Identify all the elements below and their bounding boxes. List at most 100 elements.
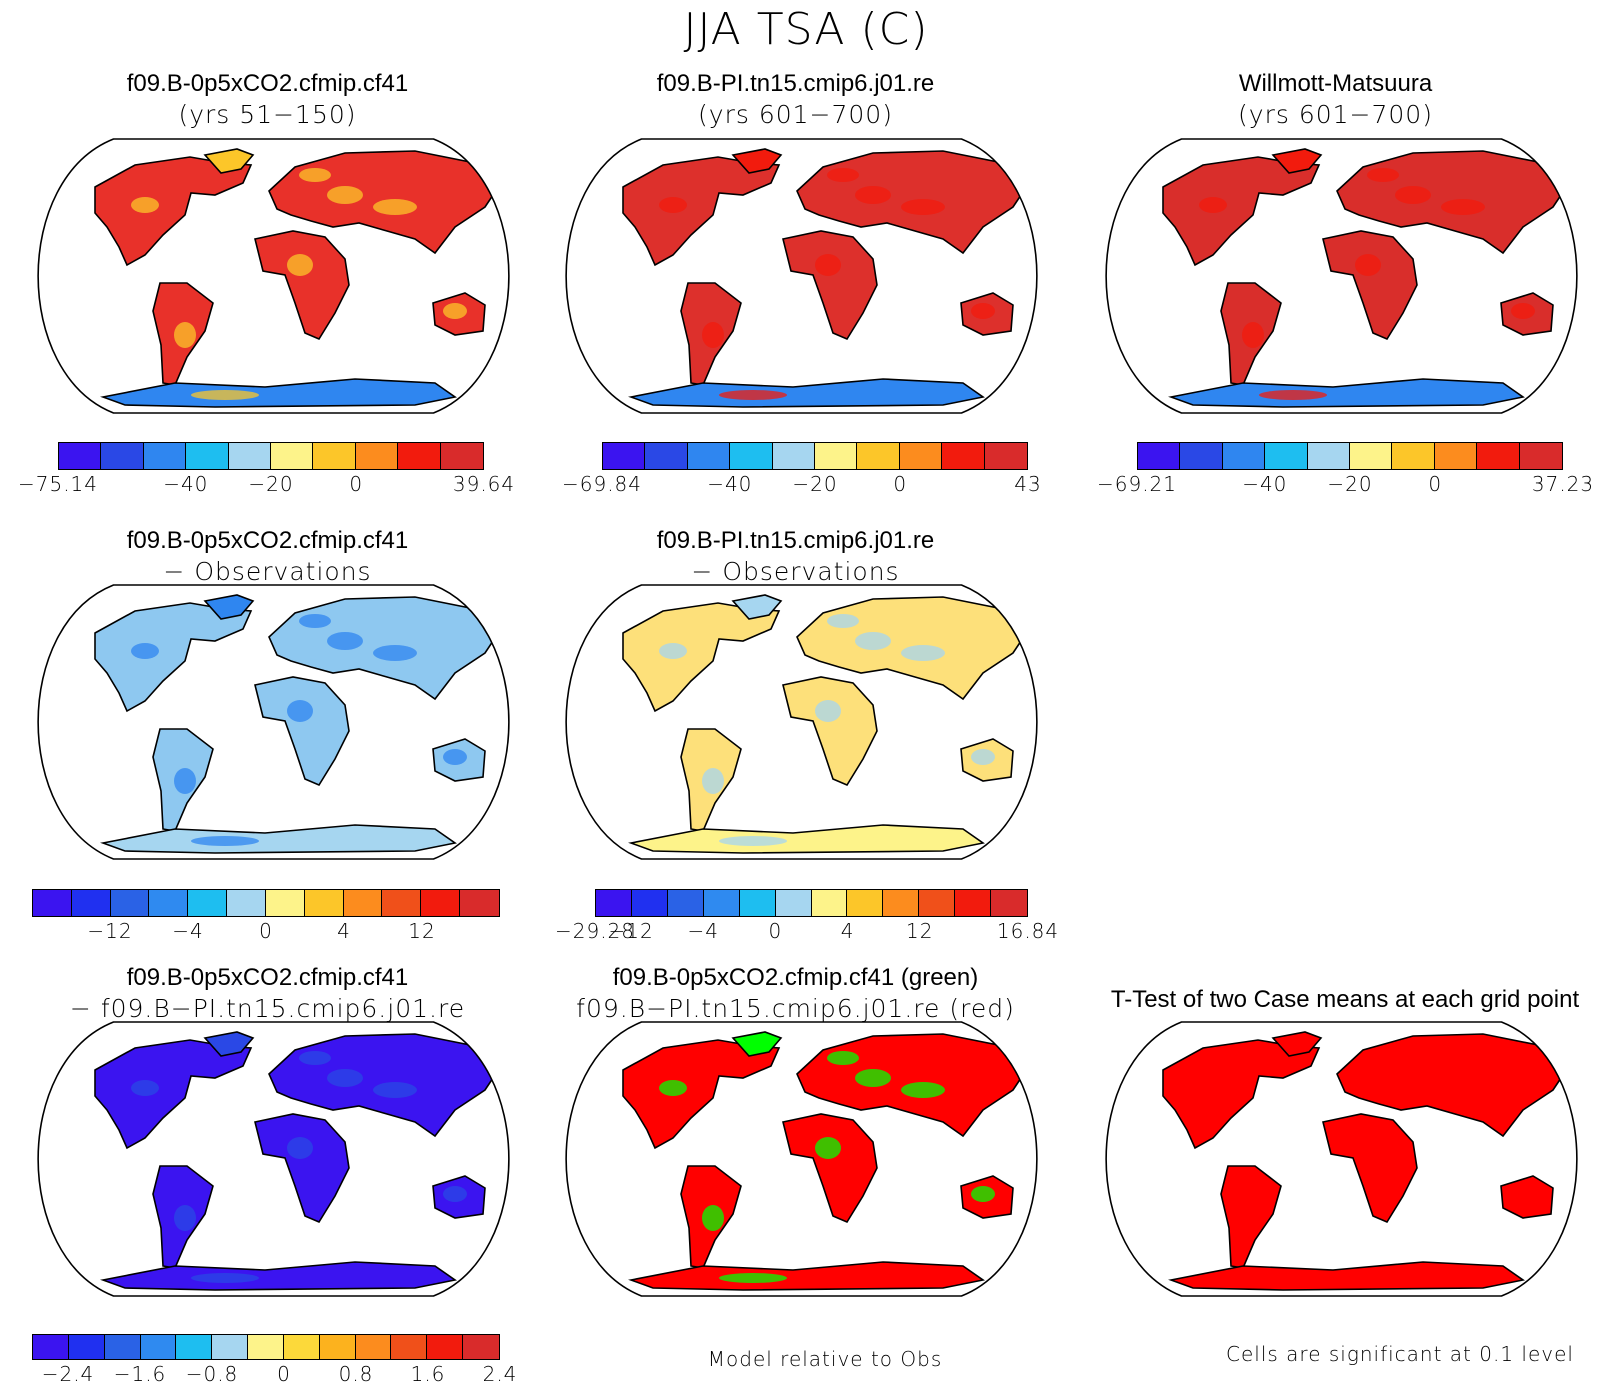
main-title: JJA TSA (C) bbox=[683, 4, 929, 55]
field-patch bbox=[1441, 199, 1485, 215]
colorbar-swatch bbox=[398, 443, 441, 469]
colorbar-swatch bbox=[775, 890, 812, 916]
field-patch bbox=[443, 1186, 467, 1202]
colorbar-tick-label: −40 bbox=[707, 472, 753, 496]
field-patch bbox=[373, 199, 417, 215]
map-panel-p5 bbox=[565, 584, 1038, 860]
continent-green bbox=[731, 1031, 783, 1057]
continent-afr bbox=[782, 676, 878, 787]
colorbar-swatch bbox=[1307, 443, 1351, 469]
continent-na bbox=[94, 156, 253, 267]
colorbar-tick-label: 39.64 bbox=[452, 472, 516, 496]
colorbar-swatch bbox=[1138, 443, 1181, 469]
continent-antarctica bbox=[628, 1261, 985, 1291]
field-patch bbox=[191, 390, 259, 400]
continent-na bbox=[1162, 1039, 1321, 1150]
colorbar-swatch bbox=[227, 890, 266, 916]
colorbar-tick-label: −1.6 bbox=[113, 1362, 167, 1386]
colorbar-boxes bbox=[32, 889, 500, 917]
continent-afr bbox=[1322, 1113, 1418, 1224]
colorbar-swatch bbox=[772, 443, 816, 469]
colorbar-tick-label: 4 bbox=[840, 919, 855, 943]
field-patch bbox=[901, 1082, 945, 1098]
field-patch bbox=[702, 322, 724, 348]
colorbar-swatch bbox=[59, 443, 102, 469]
colorbar-swatch bbox=[1180, 443, 1223, 469]
map-frame bbox=[37, 1021, 510, 1297]
colorbar-swatch bbox=[1519, 443, 1563, 469]
colorbar-swatch bbox=[811, 890, 848, 916]
map-frame bbox=[565, 584, 1038, 860]
field-patch bbox=[1259, 390, 1327, 400]
colorbar-swatch bbox=[283, 1335, 320, 1359]
map-frame bbox=[37, 138, 510, 414]
map-frame bbox=[37, 584, 510, 860]
map-frame bbox=[565, 1021, 1038, 1297]
continent-na bbox=[622, 1039, 781, 1150]
field-patch bbox=[827, 1051, 859, 1065]
colorbar-swatch bbox=[427, 1335, 464, 1359]
continent-antarctica bbox=[100, 824, 457, 854]
colorbar-cb4: −12 −4 0 4 12 bbox=[32, 889, 500, 943]
colorbar-swatch bbox=[143, 443, 187, 469]
colorbar-cb3: −69.21 −40 −20 0 37.23 bbox=[1097, 442, 1593, 496]
colorbar-tick-label: 0 bbox=[893, 472, 908, 496]
colorbar-swatch bbox=[382, 890, 422, 916]
continent-antarctica bbox=[628, 378, 985, 408]
continent-antarctica bbox=[1168, 378, 1525, 408]
panel-title-p3: Willmott-Matsuura (yrs 601−700) bbox=[1083, 68, 1588, 130]
map-content bbox=[38, 1022, 509, 1296]
colorbar-swatch bbox=[355, 443, 399, 469]
map-frame bbox=[1105, 138, 1578, 414]
panel-title-line2: (yrs 601−700) bbox=[1238, 100, 1433, 129]
colorbar-swatch bbox=[1392, 443, 1435, 469]
colorbar-cb1: −75.14 −40 −20 0 39.64 bbox=[18, 442, 514, 496]
field-patch bbox=[855, 1069, 891, 1087]
colorbar-swatch bbox=[71, 890, 111, 916]
colorbar-swatch bbox=[1265, 443, 1308, 469]
field-patch bbox=[191, 1273, 259, 1283]
colorbar-swatch bbox=[68, 1335, 105, 1359]
field-patch bbox=[327, 1069, 363, 1087]
colorbar-swatch bbox=[631, 890, 668, 916]
continent-afr bbox=[254, 1113, 350, 1224]
colorbar-tick-label: 43 bbox=[1014, 472, 1042, 496]
colorbar-tick-label: −40 bbox=[163, 472, 209, 496]
panel-title-p2: f09.B-PI.tn15.cmip6.j01.re (yrs 601−700) bbox=[543, 68, 1048, 130]
colorbar-tick-label: 2.4 bbox=[482, 1362, 518, 1386]
colorbar-cb2: −69.84 −40 −20 0 43 bbox=[562, 442, 1041, 496]
panel-title-line1: f09.B-0p5xCO2.cfmip.cf41 bbox=[126, 70, 409, 97]
continent-green bbox=[203, 594, 255, 620]
continent-green bbox=[203, 148, 255, 174]
field-patch bbox=[815, 254, 841, 276]
colorbar-tick-label: −40 bbox=[1242, 472, 1288, 496]
colorbar-swatch bbox=[857, 443, 900, 469]
field-patch bbox=[1199, 1080, 1227, 1096]
colorbar-boxes bbox=[32, 1334, 500, 1360]
colorbar-boxes bbox=[595, 889, 1028, 917]
colorbar-tick-label: 0 bbox=[768, 919, 783, 943]
colorbar-tick-label: 0 bbox=[1428, 472, 1443, 496]
colorbar-boxes bbox=[58, 442, 484, 470]
field-patch bbox=[719, 390, 787, 400]
colorbar-swatch bbox=[440, 443, 484, 469]
field-patch bbox=[299, 1051, 331, 1065]
colorbar-swatch bbox=[596, 890, 632, 916]
colorbar-swatch bbox=[460, 890, 499, 916]
field-patch bbox=[1395, 1069, 1431, 1087]
continent-na bbox=[622, 156, 781, 267]
continent-antarctica bbox=[628, 824, 985, 854]
colorbar-swatch bbox=[149, 890, 189, 916]
colorbar-swatch bbox=[186, 443, 229, 469]
field-patch bbox=[1242, 322, 1264, 348]
colorbar-swatch bbox=[391, 1335, 428, 1359]
colorbar-boxes bbox=[602, 442, 1028, 470]
colorbar-tick-label: −4 bbox=[172, 919, 204, 943]
panel-title-line1: T-Test of two Case means at each grid po… bbox=[1110, 986, 1580, 1013]
colorbar-swatch bbox=[899, 443, 943, 469]
field-patch bbox=[702, 768, 724, 794]
colorbar-swatch bbox=[355, 1335, 392, 1359]
field-patch bbox=[971, 1186, 995, 1202]
colorbar-tick-label: −69.84 bbox=[561, 472, 643, 496]
colorbar-swatch bbox=[304, 890, 344, 916]
